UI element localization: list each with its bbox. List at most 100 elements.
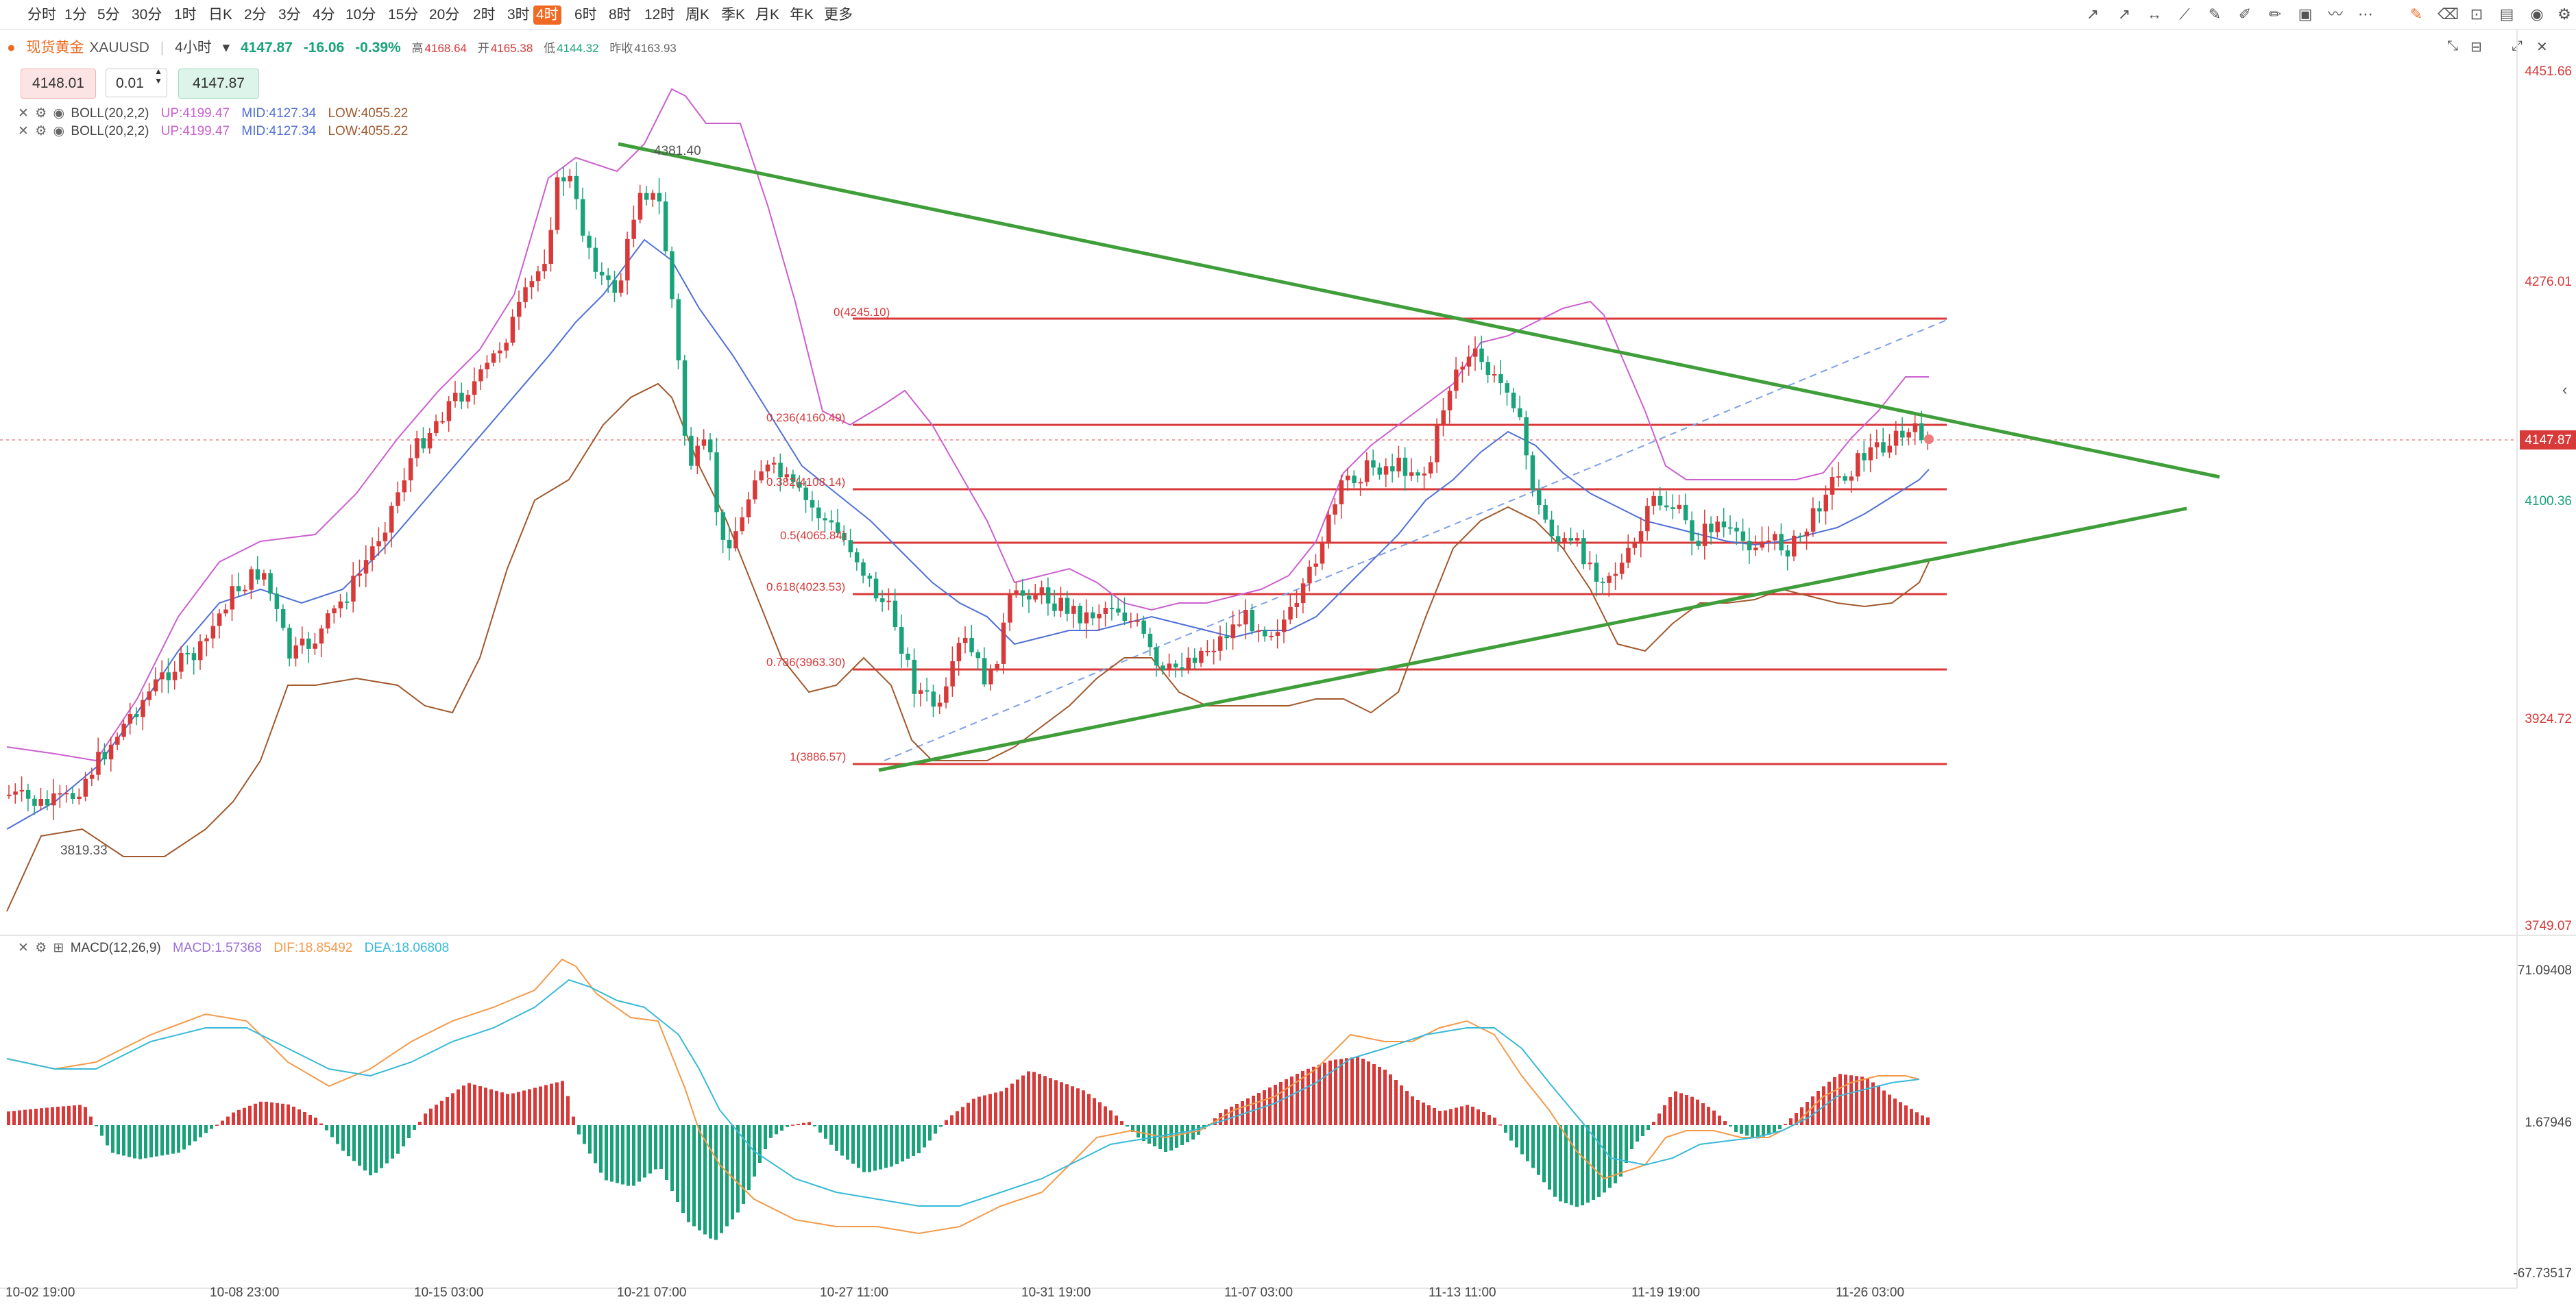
tf-quarter[interactable]: 季K bbox=[721, 7, 746, 23]
arrow-tool-icon[interactable]: ↗ bbox=[2086, 5, 2100, 23]
tf-more[interactable]: 更多 bbox=[824, 7, 853, 23]
delete-icon[interactable]: ▤ bbox=[2499, 5, 2514, 23]
pen-tool-icon[interactable]: ✎ bbox=[2208, 5, 2222, 23]
tf-1m[interactable]: 1分 bbox=[64, 7, 87, 23]
edit-icon[interactable]: ✎ bbox=[2409, 5, 2423, 23]
candle-body bbox=[925, 690, 929, 692]
tf-10m[interactable]: 10分 bbox=[345, 7, 376, 23]
tf-12h[interactable]: 12时 bbox=[644, 7, 675, 23]
tf-3m[interactable]: 3分 bbox=[278, 7, 301, 23]
candle-body bbox=[1466, 356, 1472, 367]
hline-tool-icon[interactable]: ↔ bbox=[2147, 5, 2162, 23]
tf-30m[interactable]: 30分 bbox=[132, 7, 162, 23]
fit-icon[interactable]: ⤡ bbox=[2447, 38, 2458, 53]
stepper-arrows-icon[interactable]: ▲ ▼ bbox=[154, 66, 162, 86]
macd-bar bbox=[418, 1122, 422, 1125]
tf-month[interactable]: 月K bbox=[755, 7, 780, 23]
image-tool-icon[interactable]: ▣ bbox=[2298, 5, 2313, 23]
lock-icon[interactable]: ⊡ bbox=[2470, 5, 2483, 23]
candle-body bbox=[1256, 630, 1261, 632]
tf-fenshi[interactable]: 分时 bbox=[27, 7, 56, 23]
expand-icon[interactable]: ⊞ bbox=[53, 941, 64, 955]
candle-body bbox=[1116, 608, 1121, 613]
tf-4m[interactable]: 4分 bbox=[313, 7, 335, 23]
macd-bar bbox=[977, 1096, 981, 1125]
tf-3h[interactable]: 3时 bbox=[507, 7, 530, 23]
gear-icon[interactable]: ⚙ bbox=[35, 106, 47, 121]
gear-icon[interactable]: ⚙ bbox=[35, 941, 47, 955]
fib-retracement[interactable] bbox=[853, 317, 1947, 765]
chevron-down-icon[interactable]: ▾ bbox=[222, 40, 230, 56]
tf-week[interactable]: 周K bbox=[685, 7, 710, 23]
buy-price-button[interactable]: 4147.87 bbox=[178, 69, 259, 99]
candle-body bbox=[1849, 476, 1854, 481]
tf-6h[interactable]: 6时 bbox=[574, 7, 597, 23]
macd-bar bbox=[1120, 1121, 1123, 1125]
price-change-pct: -0.39% bbox=[355, 40, 401, 56]
eraser-icon[interactable]: ⌫ bbox=[2438, 5, 2459, 23]
tf-15m[interactable]: 15分 bbox=[388, 7, 419, 23]
macd-bar bbox=[1729, 1125, 1732, 1127]
collapse-panel-icon[interactable]: ‹ bbox=[2562, 381, 2568, 398]
tf-2m[interactable]: 2分 bbox=[244, 7, 267, 23]
price-axis-label: 4451.66 bbox=[2525, 64, 2572, 79]
tf-4h[interactable]: 4时 bbox=[533, 5, 561, 25]
interval-select[interactable]: 4小时 bbox=[175, 40, 212, 56]
lot-stepper[interactable]: 0.01 ▲ ▼ bbox=[106, 66, 167, 97]
more-tools-icon[interactable]: ⋯ bbox=[2358, 5, 2373, 23]
tf-20m[interactable]: 20分 bbox=[429, 7, 460, 23]
tf-year[interactable]: 年K bbox=[790, 7, 814, 23]
brush-tool-icon[interactable]: ✐ bbox=[2238, 5, 2252, 23]
fib-diagonal[interactable] bbox=[884, 319, 1947, 761]
zoom-out-icon[interactable]: ⊟ bbox=[2470, 40, 2482, 55]
eye-icon[interactable]: ◉ bbox=[53, 106, 65, 121]
eye-icon[interactable]: ◉ bbox=[53, 124, 65, 138]
macd-axis-label: -67.73517 bbox=[2513, 1266, 2572, 1281]
macd-bar bbox=[221, 1120, 224, 1125]
candle-body bbox=[249, 569, 254, 590]
fib-label: 0(4245.10) bbox=[834, 306, 890, 319]
sell-price-button[interactable]: 4148.01 bbox=[21, 69, 96, 99]
tf-2h[interactable]: 2时 bbox=[473, 7, 496, 23]
macd-bar bbox=[1553, 1125, 1557, 1197]
trendline-tool-icon[interactable]: ⟋ bbox=[2179, 5, 2190, 23]
ascending-trendline[interactable] bbox=[878, 506, 2187, 772]
tf-8h[interactable]: 8时 bbox=[609, 7, 631, 23]
candle-body bbox=[1447, 391, 1453, 410]
macd-bar bbox=[117, 1125, 120, 1155]
ray-tool-icon[interactable]: ↗ bbox=[2117, 5, 2131, 23]
symbol-name[interactable]: 现货黄金 bbox=[26, 40, 84, 56]
date-axis-label: 10-08 23:00 bbox=[210, 1285, 280, 1300]
boll-middle-line bbox=[6, 238, 1930, 830]
wave-tool-icon[interactable]: 〰 bbox=[2327, 5, 2343, 23]
candle-body bbox=[1900, 430, 1905, 438]
candle-body bbox=[293, 645, 298, 659]
tf-day[interactable]: 日K bbox=[208, 7, 233, 23]
tf-5m[interactable]: 5分 bbox=[97, 7, 120, 23]
close-icon[interactable]: ✕ bbox=[18, 106, 29, 121]
descending-trendline[interactable] bbox=[618, 142, 2220, 479]
candle-body bbox=[217, 613, 222, 626]
macd-bar bbox=[1197, 1125, 1200, 1135]
highlighter-tool-icon[interactable]: ✏ bbox=[2268, 5, 2282, 23]
macd-bar bbox=[1762, 1125, 1765, 1137]
close-icon[interactable]: ✕ bbox=[2536, 40, 2548, 55]
settings-icon[interactable]: ⚙ bbox=[2557, 5, 2571, 23]
lot-value[interactable]: 0.01 bbox=[116, 75, 144, 91]
macd-bar bbox=[451, 1093, 454, 1125]
macd-bar bbox=[1060, 1082, 1063, 1125]
gear-icon[interactable]: ⚙ bbox=[35, 124, 47, 138]
close-icon[interactable]: ✕ bbox=[18, 124, 29, 138]
macd-bar bbox=[731, 1125, 734, 1220]
macd-bar bbox=[1021, 1075, 1025, 1125]
candle-body bbox=[344, 601, 350, 603]
close-icon[interactable]: ✕ bbox=[18, 941, 29, 955]
eye-icon[interactable]: ◉ bbox=[2530, 5, 2544, 23]
candle-body bbox=[1549, 519, 1555, 537]
macd-bar bbox=[363, 1125, 367, 1171]
tf-1h[interactable]: 1时 bbox=[174, 7, 197, 23]
macd-bar bbox=[1427, 1105, 1431, 1125]
macd-bar bbox=[435, 1105, 438, 1125]
open-value: 4165.38 bbox=[490, 42, 533, 55]
